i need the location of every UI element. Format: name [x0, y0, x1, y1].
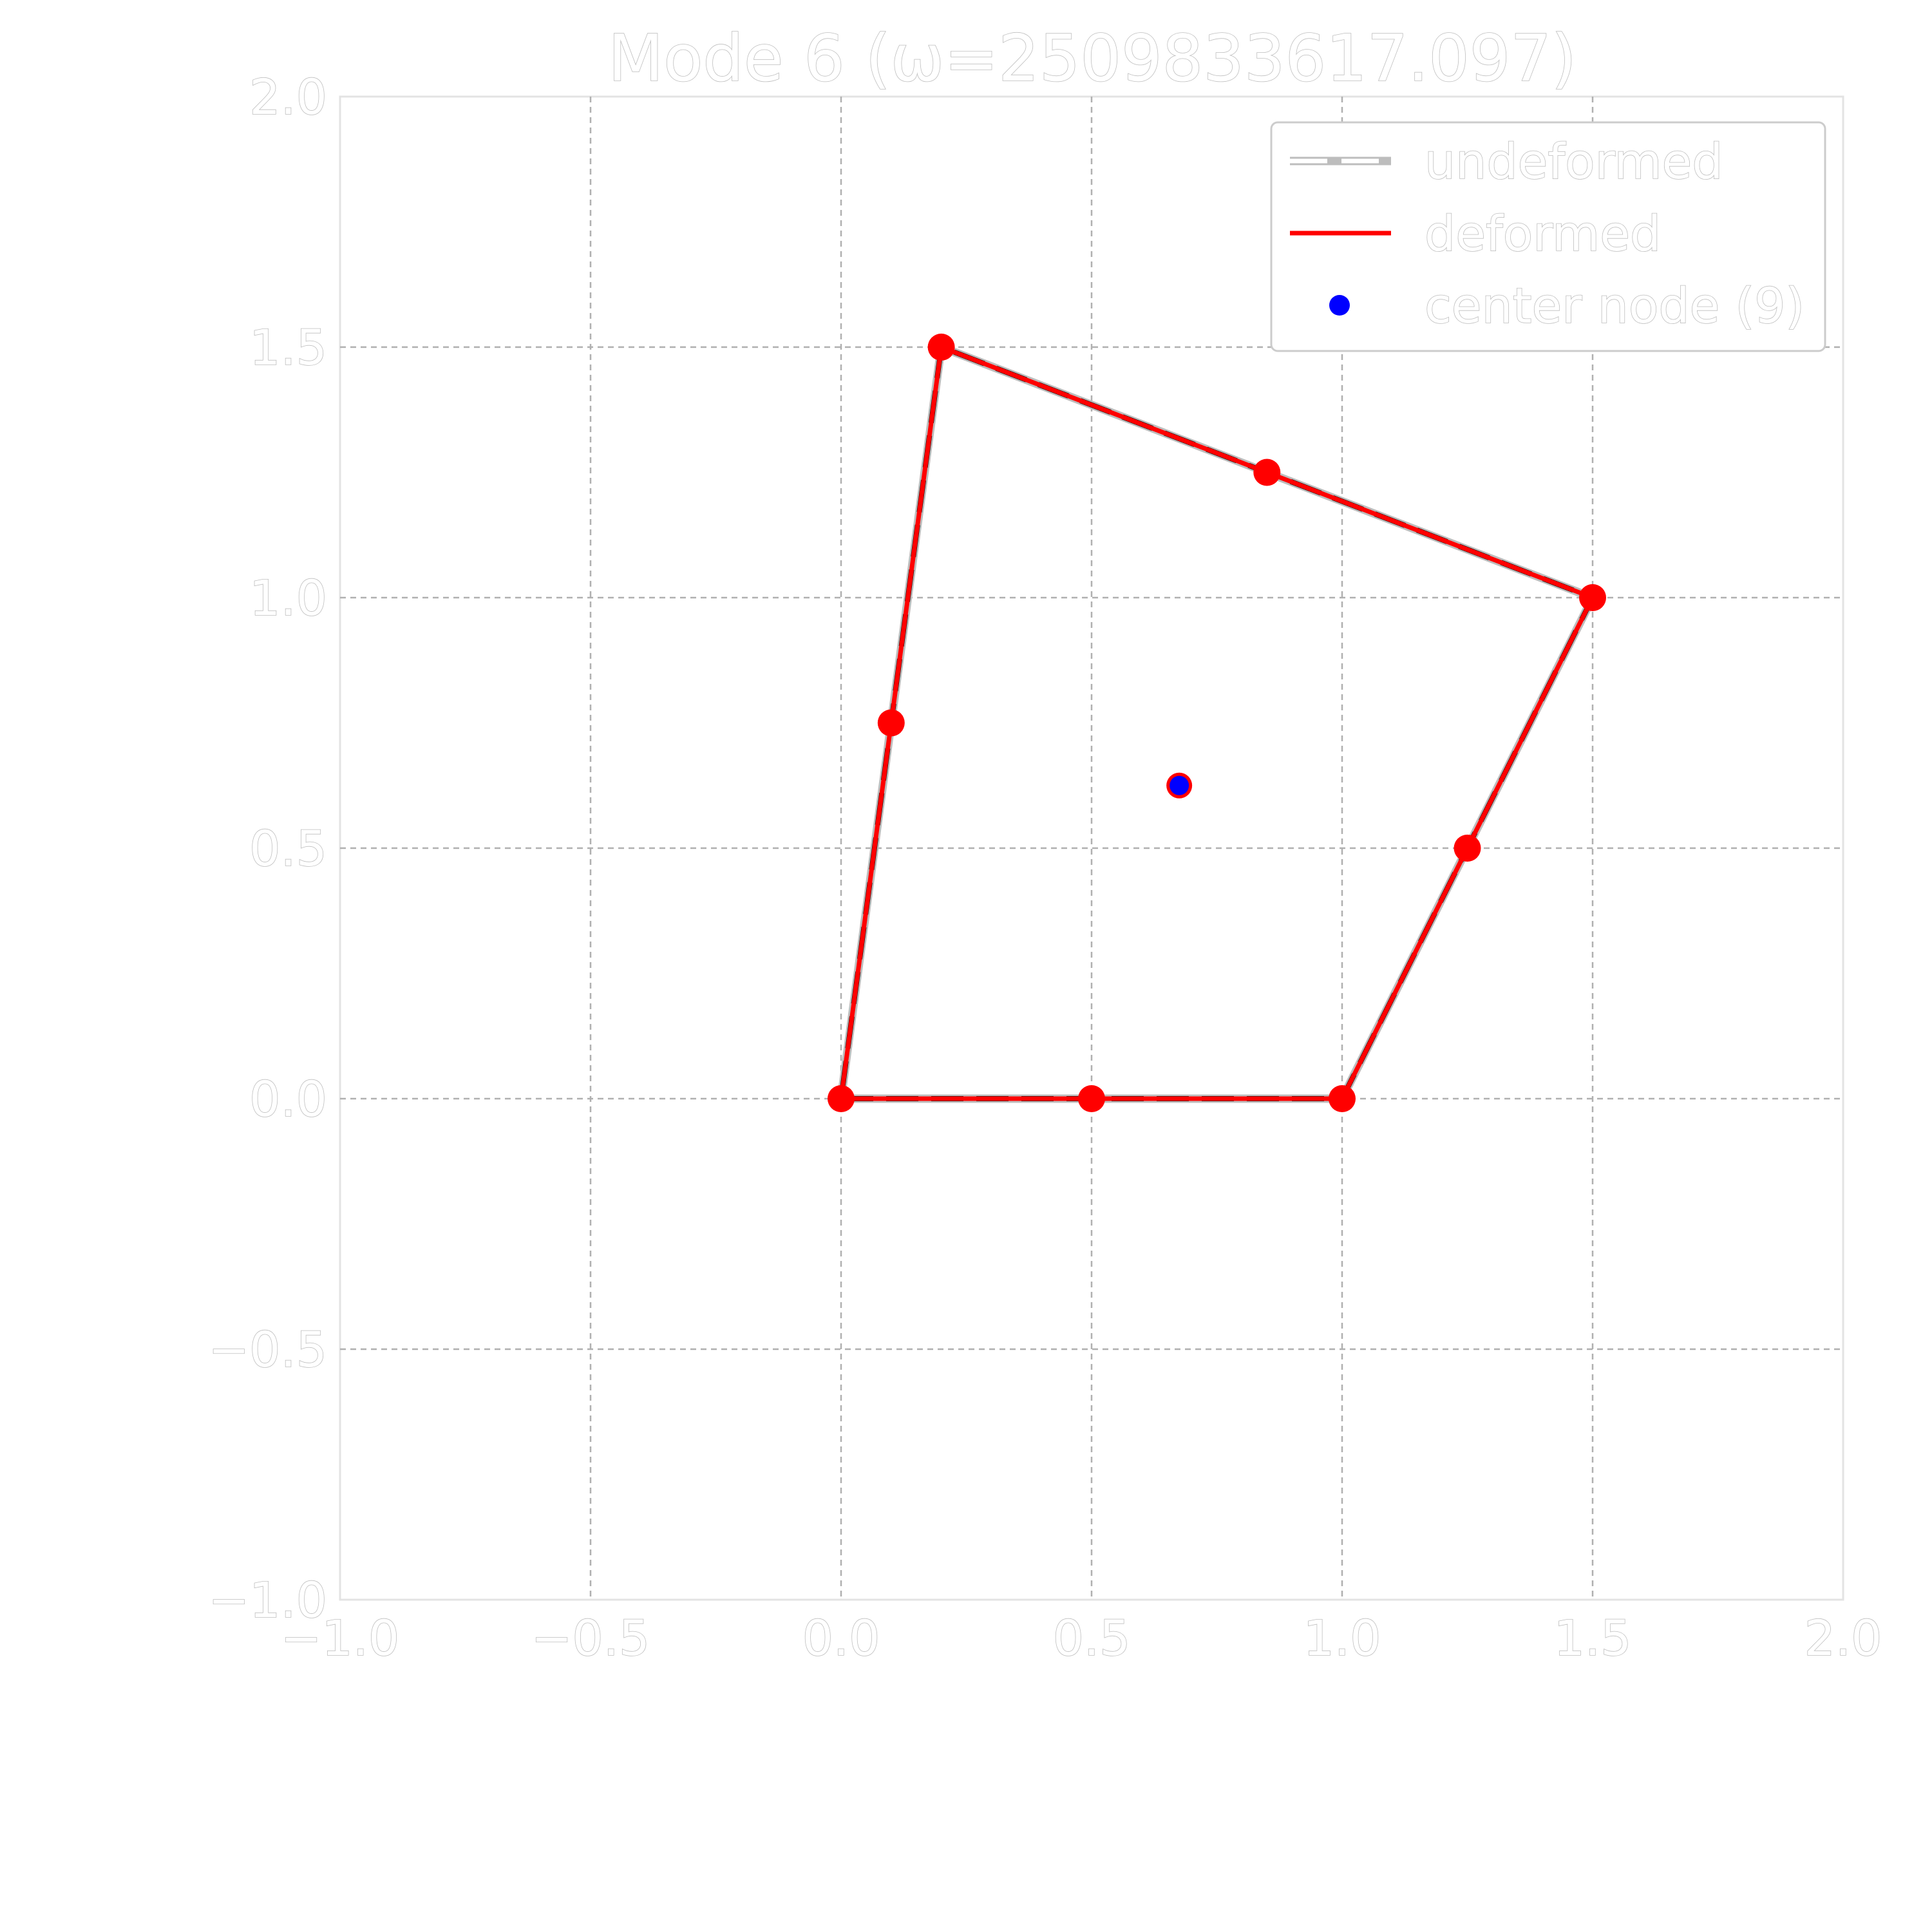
legend-label: deformed — [1425, 205, 1661, 262]
y-tick-label: −1.0 — [208, 1571, 327, 1629]
legend: undeformed deformed center node (9) — [1270, 121, 1826, 352]
deformed-node-marker — [1078, 1085, 1105, 1112]
y-tick-label: 1.5 — [249, 319, 327, 376]
legend-swatch-center-node — [1329, 295, 1350, 316]
deformed-node-marker — [1253, 459, 1281, 486]
x-tick-label: 1.0 — [1303, 1609, 1381, 1667]
y-tick-label: 1.0 — [249, 569, 327, 627]
deformed-node-marker — [1579, 584, 1606, 611]
legend-label: center node (9) — [1425, 277, 1804, 334]
chart-title: Mode 6 (ω=2509833617.097) — [608, 21, 1577, 96]
legend-box — [1270, 121, 1826, 352]
deformed-node-marker — [828, 1085, 855, 1112]
deformed-node-marker — [1329, 1085, 1356, 1112]
x-axis-ticks: −1.0 −0.5 0.0 0.5 1.0 1.5 2.0 — [280, 1609, 1882, 1667]
x-tick-label: 2.0 — [1804, 1609, 1882, 1667]
x-tick-label: 0.5 — [1053, 1609, 1131, 1667]
x-tick-label: −1.0 — [281, 1609, 400, 1667]
legend-label: undeformed — [1425, 133, 1723, 190]
deformed-node-marker — [927, 334, 955, 361]
deformed-node-marker — [1454, 835, 1481, 862]
x-tick-label: 0.0 — [802, 1609, 880, 1667]
y-axis-ticks: −1.0 −0.5 0.0 0.5 1.0 1.5 2.0 — [208, 68, 328, 1629]
deformed-node-marker — [877, 709, 905, 737]
series-layer — [828, 334, 1606, 1112]
x-tick-label: −0.5 — [531, 1609, 650, 1667]
y-tick-label: −0.5 — [208, 1321, 327, 1378]
y-tick-label: 2.0 — [249, 68, 327, 126]
y-tick-label: 0.0 — [249, 1070, 327, 1128]
center-node-marker — [1170, 775, 1189, 795]
x-tick-label: 1.5 — [1554, 1609, 1632, 1667]
y-tick-label: 0.5 — [249, 820, 327, 877]
